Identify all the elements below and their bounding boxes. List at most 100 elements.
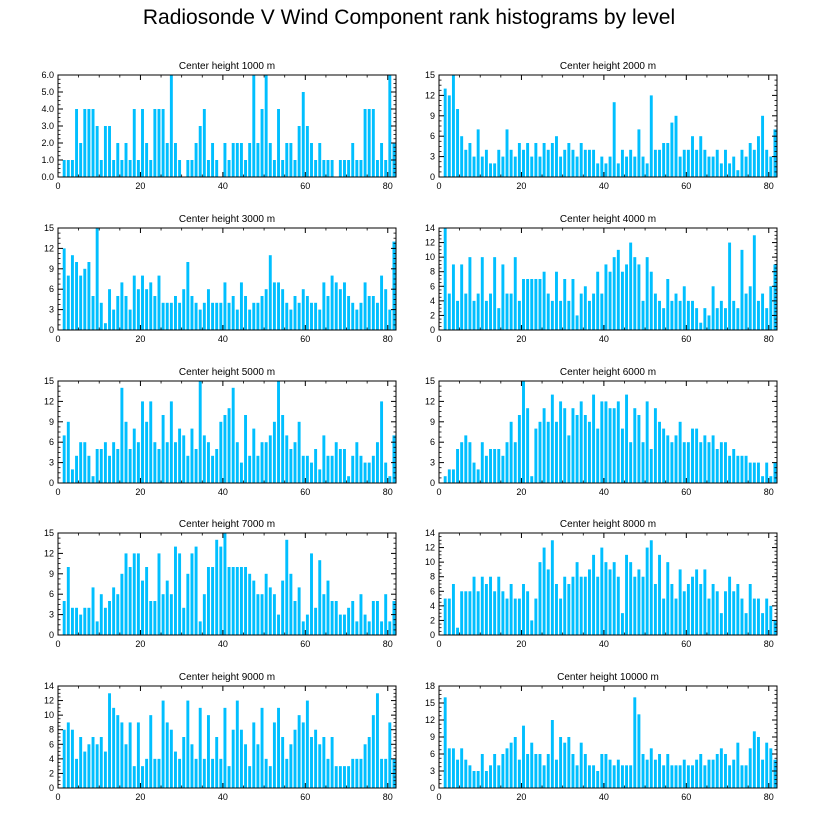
histogram-bar: [476, 129, 480, 177]
histogram-bar: [728, 765, 732, 788]
y-tick-label: 10: [425, 557, 435, 567]
histogram-bar: [363, 744, 367, 788]
histogram-bar: [252, 302, 256, 330]
histogram-bar: [476, 771, 480, 788]
histogram-bar: [124, 553, 128, 635]
histogram-bar: [326, 455, 330, 483]
histogram-bar: [555, 136, 558, 177]
histogram-bar: [724, 754, 727, 788]
histogram-bar: [244, 567, 248, 635]
histogram-bar: [695, 149, 699, 177]
histogram-bar: [87, 607, 91, 635]
histogram-bar: [297, 126, 301, 177]
histogram-bar: [641, 300, 645, 330]
histogram-bar: [330, 601, 334, 635]
panel-title: Center height 2000 m: [560, 61, 656, 72]
histogram-bar: [567, 435, 571, 483]
y-tick-label: 1.0: [41, 155, 54, 165]
histogram-bar: [451, 469, 455, 483]
histogram-bar: [297, 302, 301, 330]
histogram-bar: [343, 282, 346, 330]
histogram-bar: [641, 576, 645, 635]
histogram-bar: [484, 300, 488, 330]
histogram-bar: [530, 156, 534, 177]
histogram-bar: [765, 308, 769, 330]
y-tick-label: 0: [49, 325, 54, 335]
y-tick-label: 9: [49, 264, 54, 274]
histogram-bar: [285, 143, 289, 177]
histogram-bar: [670, 584, 674, 635]
histogram-bar: [194, 758, 198, 788]
histogram-bar: [715, 308, 719, 330]
histogram-bar: [719, 163, 723, 177]
histogram-bar: [388, 309, 392, 330]
histogram-bar: [505, 598, 509, 635]
histogram-bar: [571, 279, 575, 330]
x-tick-label: 60: [300, 181, 310, 191]
y-tick-label: 0: [49, 783, 54, 793]
y-tick-label: 0: [49, 478, 54, 488]
histogram-bar: [711, 286, 715, 330]
histogram-bar: [375, 442, 379, 483]
histogram-bar: [678, 300, 682, 330]
histogram-bar: [244, 160, 248, 177]
histogram-bar: [509, 584, 513, 635]
histogram-bar: [550, 300, 554, 330]
histogram-bar: [575, 415, 579, 483]
histogram-bar: [555, 421, 558, 483]
histogram-bar: [752, 149, 756, 177]
histogram-bar: [732, 591, 736, 635]
histogram-bar: [691, 136, 694, 177]
histogram-bar: [744, 156, 748, 177]
histogram-bar: [645, 547, 649, 635]
histogram-bar: [538, 754, 542, 788]
histogram-bar: [380, 143, 384, 177]
histogram-bar: [587, 149, 591, 177]
histogram-bar: [371, 455, 375, 483]
histogram-bar: [108, 126, 111, 177]
histogram-bar: [252, 722, 256, 788]
histogram-bar: [206, 567, 210, 635]
histogram-bar: [559, 300, 563, 330]
y-tick-label: 4: [430, 601, 435, 611]
histogram-bar: [517, 143, 521, 177]
histogram-bar: [178, 160, 182, 177]
histogram-bar: [670, 122, 674, 177]
histogram-bar: [108, 693, 111, 788]
histogram-bar: [268, 587, 272, 635]
histogram-bar: [538, 279, 542, 330]
histogram-bar: [674, 293, 678, 330]
histogram-bar: [666, 754, 670, 788]
histogram-bar: [489, 293, 492, 330]
histogram-bar: [567, 584, 571, 635]
histogram-bar: [359, 302, 363, 330]
histogram-bar: [293, 296, 297, 330]
histogram-bar: [326, 296, 330, 330]
histogram-bar: [761, 476, 765, 483]
histogram-bar: [579, 401, 583, 483]
histogram-bar: [534, 279, 538, 330]
histogram-bar: [765, 742, 769, 788]
histogram-bar: [703, 435, 707, 483]
histogram-bar: [256, 455, 260, 483]
histogram-bar: [310, 462, 313, 483]
histogram-bar: [190, 553, 194, 635]
histogram-bar: [141, 109, 144, 177]
histogram-bar: [699, 584, 703, 635]
x-tick-label: 20: [516, 792, 526, 802]
histogram-bar: [719, 442, 723, 483]
histogram-bar: [728, 163, 732, 177]
histogram-bar: [629, 442, 633, 483]
y-tick-label: 0: [430, 630, 435, 640]
y-tick-label: 12: [44, 243, 54, 253]
histogram-bar: [136, 722, 140, 788]
histogram-bar: [211, 567, 215, 635]
histogram-bar: [363, 462, 367, 483]
histogram-bar: [136, 160, 140, 177]
histogram-bar: [447, 293, 451, 330]
histogram-bar: [363, 109, 367, 177]
x-tick-label: 60: [681, 487, 691, 497]
histogram-bar: [608, 759, 612, 788]
histogram-bar: [480, 257, 484, 330]
histogram-bar: [343, 449, 346, 483]
